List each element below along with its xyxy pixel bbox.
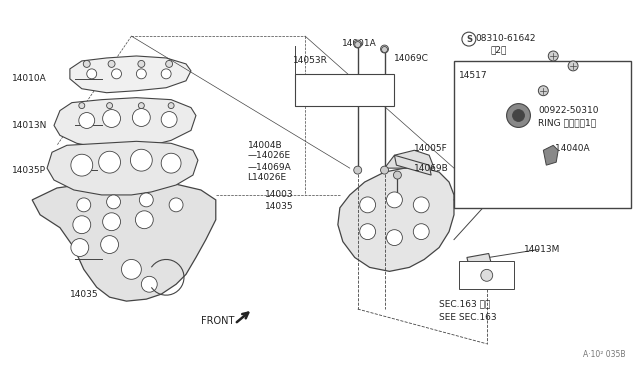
Circle shape (122, 259, 141, 279)
Circle shape (360, 224, 376, 240)
Circle shape (169, 198, 183, 212)
Circle shape (381, 45, 388, 53)
Circle shape (138, 60, 145, 67)
Text: —14040A: —14040A (547, 144, 590, 153)
FancyBboxPatch shape (454, 61, 630, 208)
Text: S: S (466, 35, 472, 44)
Circle shape (360, 197, 376, 213)
Circle shape (107, 103, 113, 109)
Circle shape (83, 60, 90, 67)
Polygon shape (467, 253, 493, 273)
Circle shape (462, 32, 476, 46)
Polygon shape (47, 141, 198, 195)
Text: 14035: 14035 (266, 202, 294, 211)
Circle shape (354, 40, 362, 48)
Text: SEE SEC.163: SEE SEC.163 (439, 312, 497, 321)
Circle shape (161, 153, 181, 173)
Text: A·10² 035B: A·10² 035B (583, 350, 626, 359)
Polygon shape (32, 180, 216, 301)
Circle shape (513, 110, 524, 122)
Polygon shape (70, 56, 191, 93)
Circle shape (507, 104, 531, 128)
Circle shape (138, 103, 145, 109)
Circle shape (387, 230, 403, 246)
Text: SEC.163 参照: SEC.163 参照 (439, 299, 490, 309)
Circle shape (141, 276, 157, 292)
Circle shape (538, 86, 548, 96)
Circle shape (102, 213, 120, 231)
Circle shape (87, 69, 97, 79)
Text: 00922-50310: 00922-50310 (538, 106, 599, 115)
Circle shape (136, 211, 153, 229)
Text: 14010A: 14010A (12, 74, 47, 83)
Circle shape (166, 60, 173, 67)
Circle shape (108, 60, 115, 67)
Circle shape (568, 61, 578, 71)
Circle shape (168, 103, 174, 109)
Polygon shape (338, 168, 454, 271)
Text: 14001A: 14001A (342, 39, 376, 48)
Circle shape (354, 166, 362, 174)
Circle shape (132, 109, 150, 126)
Text: PLUG プラグ（2）: PLUG プラグ（2） (300, 87, 359, 96)
Circle shape (394, 171, 401, 179)
Circle shape (413, 197, 429, 213)
Text: —14026E: —14026E (248, 151, 291, 160)
Text: 00933-1351A: 00933-1351A (300, 77, 361, 86)
Circle shape (73, 216, 91, 234)
Text: （2）: （2） (491, 45, 507, 55)
FancyBboxPatch shape (295, 74, 394, 106)
Circle shape (381, 46, 387, 52)
Circle shape (355, 42, 361, 48)
Circle shape (140, 193, 153, 207)
Polygon shape (54, 98, 196, 148)
Circle shape (71, 154, 93, 176)
Text: 14035P: 14035P (12, 166, 46, 174)
Circle shape (387, 192, 403, 208)
Circle shape (79, 103, 84, 109)
Circle shape (111, 69, 122, 79)
Polygon shape (385, 150, 434, 168)
Polygon shape (394, 155, 431, 175)
Text: 14035: 14035 (70, 290, 99, 299)
Text: 08310-61642: 08310-61642 (476, 33, 536, 43)
Text: 14069C: 14069C (394, 54, 429, 64)
Circle shape (100, 235, 118, 253)
Circle shape (99, 151, 120, 173)
Circle shape (161, 112, 177, 128)
Circle shape (102, 110, 120, 128)
Circle shape (481, 269, 493, 281)
FancyBboxPatch shape (459, 262, 513, 289)
Circle shape (107, 195, 120, 209)
Circle shape (548, 51, 558, 61)
Text: 14013N: 14013N (12, 121, 48, 130)
Text: FRONT: FRONT (201, 316, 234, 326)
Text: 14004B: 14004B (248, 141, 282, 150)
Circle shape (71, 238, 89, 256)
Circle shape (136, 69, 147, 79)
Text: RING リング（1）: RING リング（1） (538, 118, 596, 127)
Circle shape (161, 69, 171, 79)
Circle shape (79, 113, 95, 128)
Circle shape (413, 224, 429, 240)
Text: L14026E: L14026E (248, 173, 287, 182)
Text: 14013M: 14013M (524, 245, 560, 254)
Circle shape (131, 149, 152, 171)
Text: —14069A: —14069A (248, 163, 291, 171)
Text: 14003: 14003 (266, 190, 294, 199)
Text: 14053R: 14053R (293, 57, 328, 65)
Text: 14069B: 14069B (414, 164, 449, 173)
Text: 14517: 14517 (459, 71, 488, 80)
Circle shape (381, 166, 388, 174)
Circle shape (77, 198, 91, 212)
Text: 14005F: 14005F (414, 144, 448, 153)
Polygon shape (543, 145, 558, 165)
